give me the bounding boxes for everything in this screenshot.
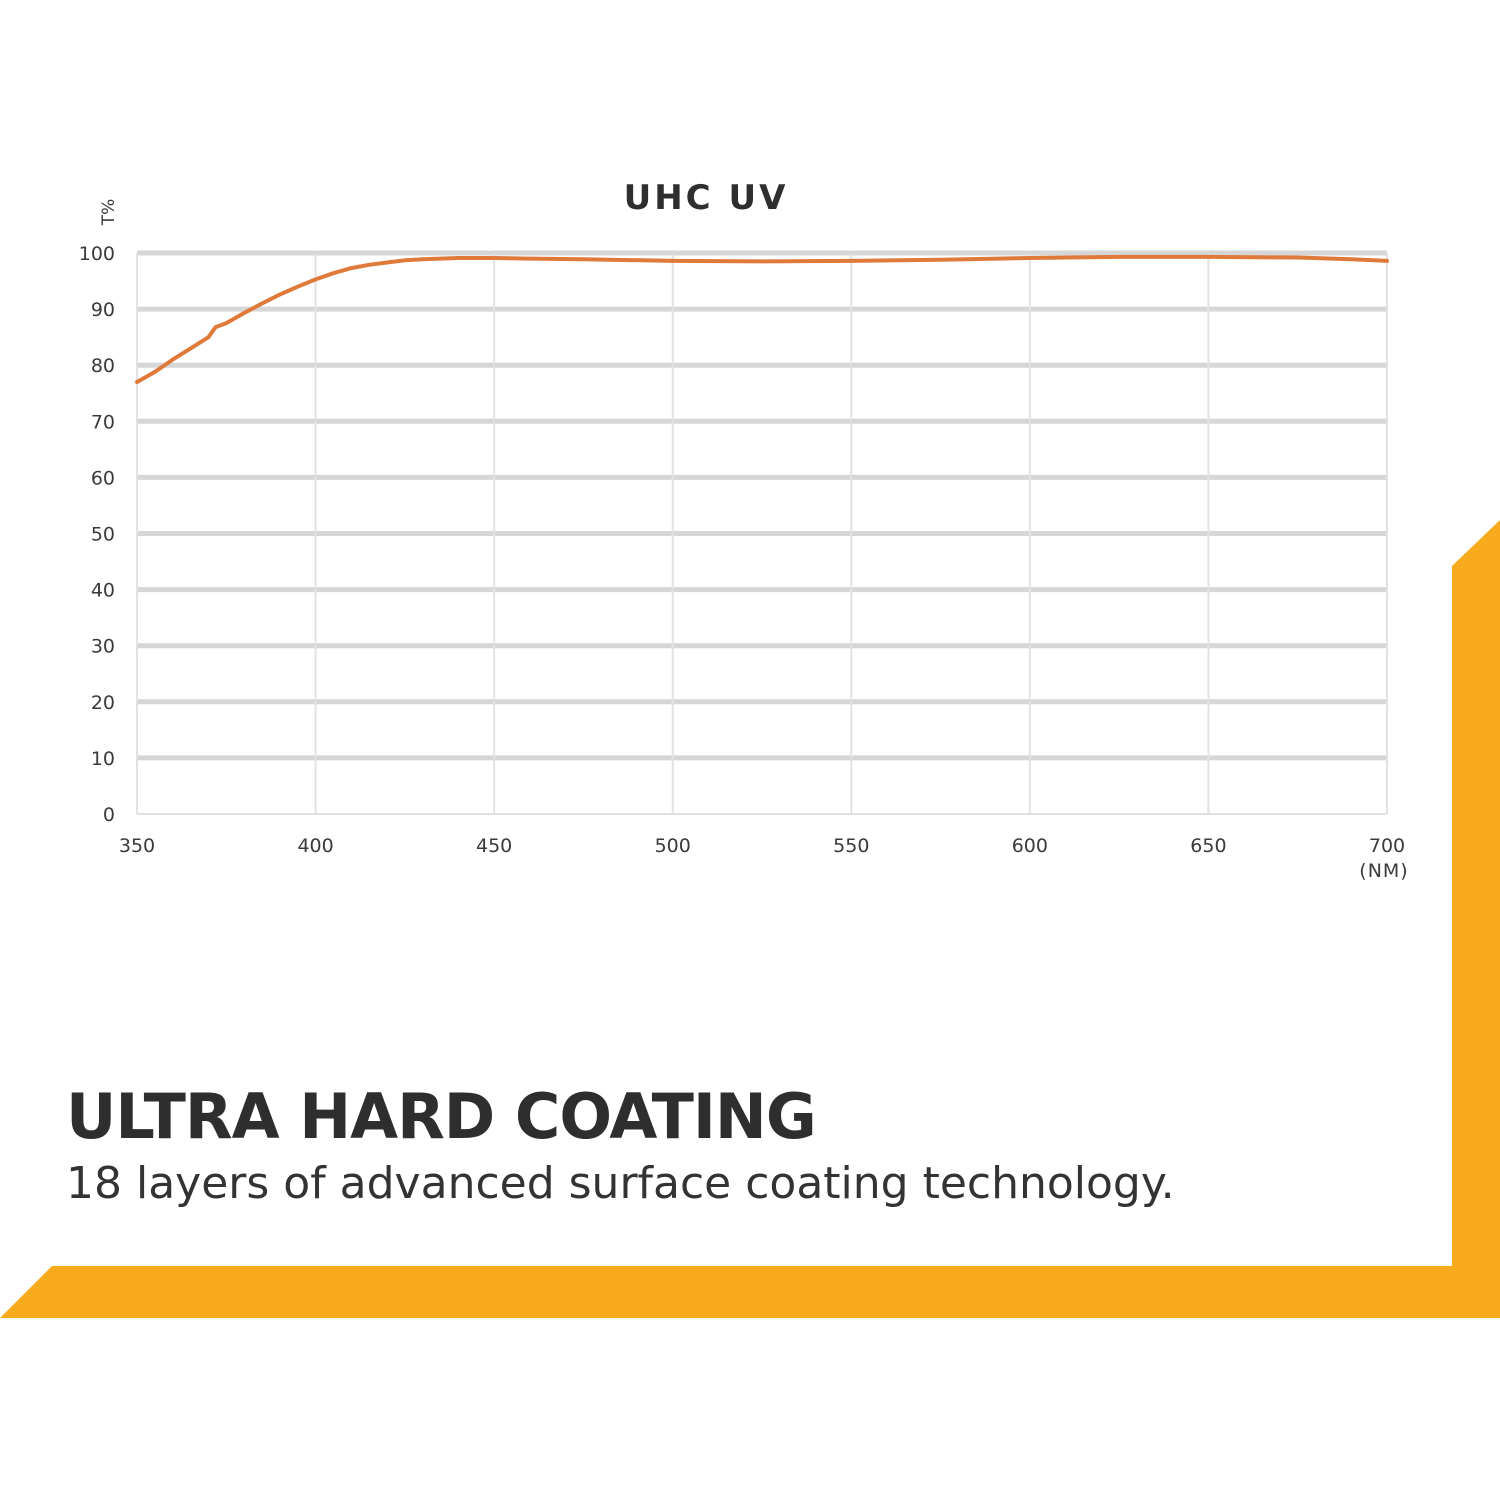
y-tick-label: 10 bbox=[91, 748, 115, 770]
x-tick-label: 700 bbox=[1369, 835, 1405, 857]
y-axis-label: T% bbox=[99, 199, 119, 227]
x-tick-label: 550 bbox=[833, 835, 869, 857]
grid bbox=[136, 250, 1388, 815]
y-tick-label: 90 bbox=[91, 299, 115, 321]
subline: 18 layers of advanced surface coating te… bbox=[66, 1158, 1175, 1209]
y-tick-label: 60 bbox=[91, 467, 115, 489]
headline: ULTRA HARD COATING bbox=[66, 1080, 817, 1153]
x-tick-label: 350 bbox=[119, 835, 155, 857]
y-tick-label: 50 bbox=[91, 524, 115, 546]
chart-title: UHC UV bbox=[624, 178, 789, 218]
y-tick-label: 20 bbox=[91, 692, 115, 714]
y-axis-ticks: 0 10 20 30 40 50 60 70 80 90 100 bbox=[79, 243, 115, 826]
y-tick-label: 30 bbox=[91, 636, 115, 658]
x-tick-label: 500 bbox=[655, 835, 691, 857]
y-tick-label: 70 bbox=[91, 411, 115, 433]
x-tick-label: 600 bbox=[1012, 835, 1048, 857]
x-tick-label: 650 bbox=[1190, 835, 1226, 857]
y-tick-label: 40 bbox=[91, 580, 115, 602]
x-tick-label: 400 bbox=[297, 835, 333, 857]
y-tick-label: 100 bbox=[79, 243, 115, 265]
x-axis-unit: (NM) bbox=[1359, 860, 1408, 882]
x-tick-label: 450 bbox=[476, 835, 512, 857]
y-tick-label: 80 bbox=[91, 355, 115, 377]
series-line bbox=[135, 254, 1389, 384]
y-tick-label: 0 bbox=[103, 804, 115, 826]
x-axis-ticks: 350 400 450 500 550 600 650 700 bbox=[119, 835, 1405, 857]
